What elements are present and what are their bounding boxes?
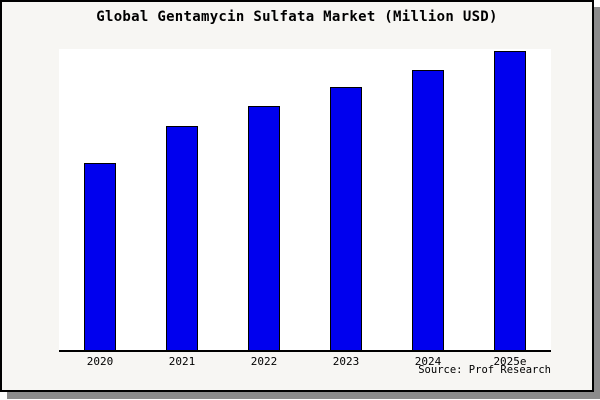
bar-2023: [330, 87, 362, 350]
x-tick-label-2024: 2024: [414, 355, 442, 368]
plot-area: 2020 2021 2022 2023 2024 2025e: [59, 49, 551, 368]
x-tick-label-2020: 2020: [86, 355, 114, 368]
chart-title: Global Gentamycin Sulfata Market (Millio…: [96, 9, 498, 25]
bar-2022: [248, 106, 280, 350]
bar-2025e: [494, 51, 526, 350]
bar-2024: [412, 70, 444, 350]
bar-2020: [84, 163, 116, 350]
x-tick-label-2025e: 2025e: [493, 355, 527, 368]
x-tick-label-2023: 2023: [332, 355, 360, 368]
bar-2021: [166, 126, 198, 350]
x-tick-label-2021: 2021: [168, 355, 196, 368]
source-attribution: Source: Prof Research: [418, 364, 551, 376]
x-tick-label-2022: 2022: [250, 355, 278, 368]
chart-frame: Global Gentamycin Sulfata Market (Millio…: [0, 0, 594, 392]
